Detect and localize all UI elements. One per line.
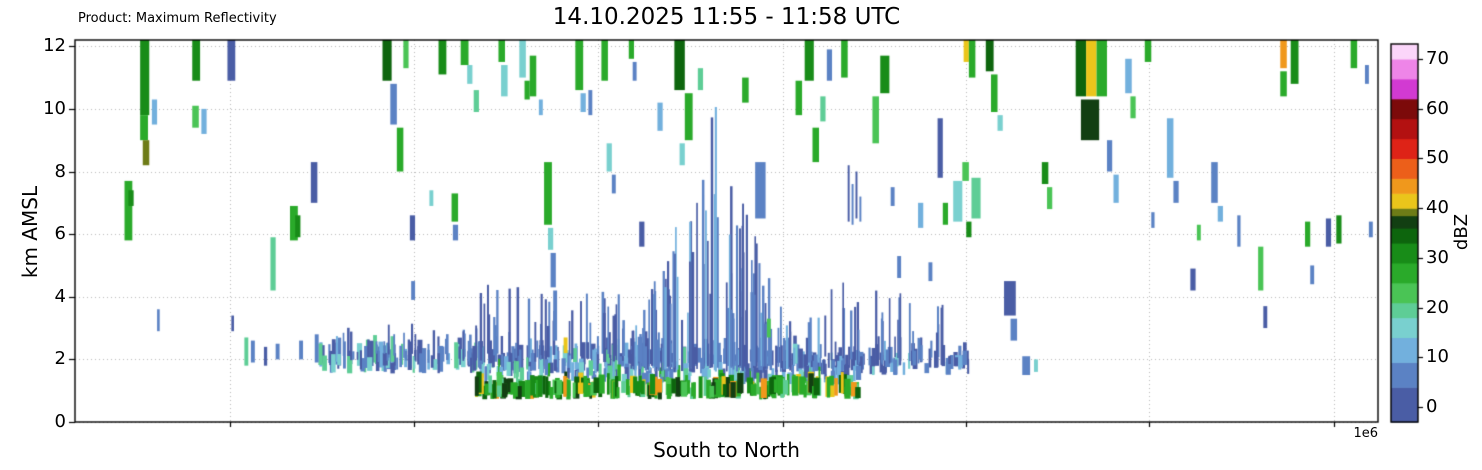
y-tick-label: 4 [54,285,66,307]
colorbar-tick-label: 50 [1426,147,1449,169]
colorbar-tick-label: 20 [1426,296,1449,318]
chart-title: 14.10.2025 11:55 - 11:58 UTC [552,4,901,30]
colorbar-tick-label: 60 [1426,97,1449,119]
y-tick-label: 10 [43,97,66,119]
colorbar-tick-label: 0 [1426,396,1438,418]
y-tick-label: 0 [54,411,66,432]
y-tick-label: 8 [54,160,66,182]
x-axis-offset-label: 1e6 [1353,426,1378,441]
y-tick-label: 2 [54,348,66,370]
y-tick-label: 12 [43,35,66,57]
colorbar-tick-label: 30 [1426,246,1449,268]
colorbar-tick-label: 10 [1426,346,1449,368]
colorbar-tick-label: 70 [1426,47,1449,69]
x-axis-label: South to North [653,438,800,462]
colorbar-tick-label: 40 [1426,197,1449,219]
product-label: Product: Maximum Reflectivity [78,11,277,26]
y-tick-label: 6 [54,223,66,245]
